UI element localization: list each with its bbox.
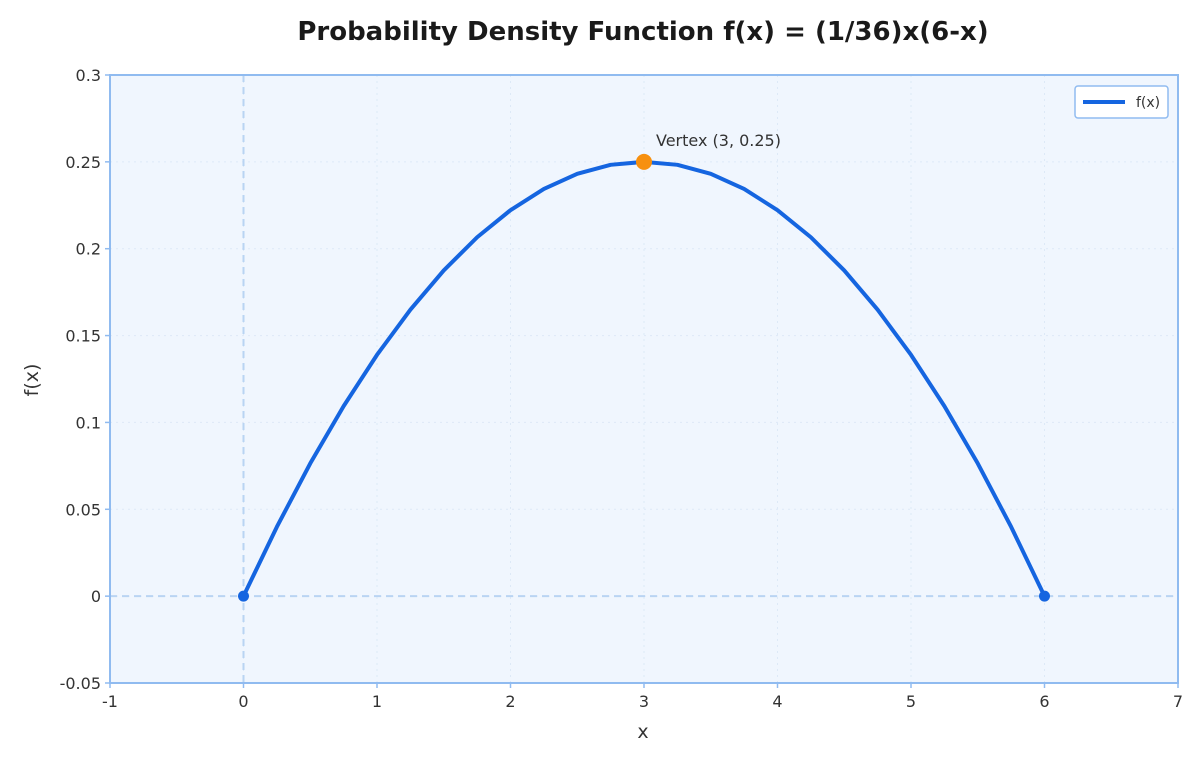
x-tick-label: 4 <box>772 692 782 711</box>
plot-area <box>110 75 1178 683</box>
points-layer: Vertex (3, 0.25) <box>238 131 1050 602</box>
y-tick-label: 0.15 <box>65 327 101 346</box>
y-tick-label: 0.2 <box>76 240 101 259</box>
x-axis-label: x <box>637 721 648 743</box>
x-tick-label: 1 <box>372 692 382 711</box>
x-tick-label: 2 <box>505 692 515 711</box>
y-axis-label: f(x) <box>21 364 43 397</box>
x-axis-ticks: -1 0 1 2 3 4 5 6 7 <box>102 683 1183 711</box>
y-tick-label: 0.05 <box>65 500 101 519</box>
x-tick-label: 5 <box>906 692 916 711</box>
legend: f(x) <box>1074 85 1169 119</box>
reference-lines <box>110 75 1178 683</box>
endpoint-marker <box>1039 590 1050 602</box>
x-tick-label: 0 <box>238 692 248 711</box>
y-tick-label: 0.3 <box>76 66 101 85</box>
endpoint-marker <box>238 590 249 602</box>
y-tick-label: 0.1 <box>76 413 101 432</box>
legend-label: f(x) <box>1136 95 1160 111</box>
y-axis-ticks: -0.05 0 0.05 0.1 0.15 0.2 0.25 0.3 <box>60 66 110 693</box>
y-tick-label: 0.25 <box>65 153 101 172</box>
y-tick-label: -0.05 <box>60 674 101 693</box>
x-tick-label: 3 <box>639 692 649 711</box>
x-tick-label: 7 <box>1173 692 1183 711</box>
chart-title: Probability Density Function f(x) = (1/3… <box>297 17 988 47</box>
x-tick-label: -1 <box>102 692 118 711</box>
vertex-marker <box>636 153 652 170</box>
x-tick-label: 6 <box>1039 692 1049 711</box>
y-tick-label: 0 <box>91 587 101 606</box>
vertex-annotation: Vertex (3, 0.25) <box>656 131 781 150</box>
